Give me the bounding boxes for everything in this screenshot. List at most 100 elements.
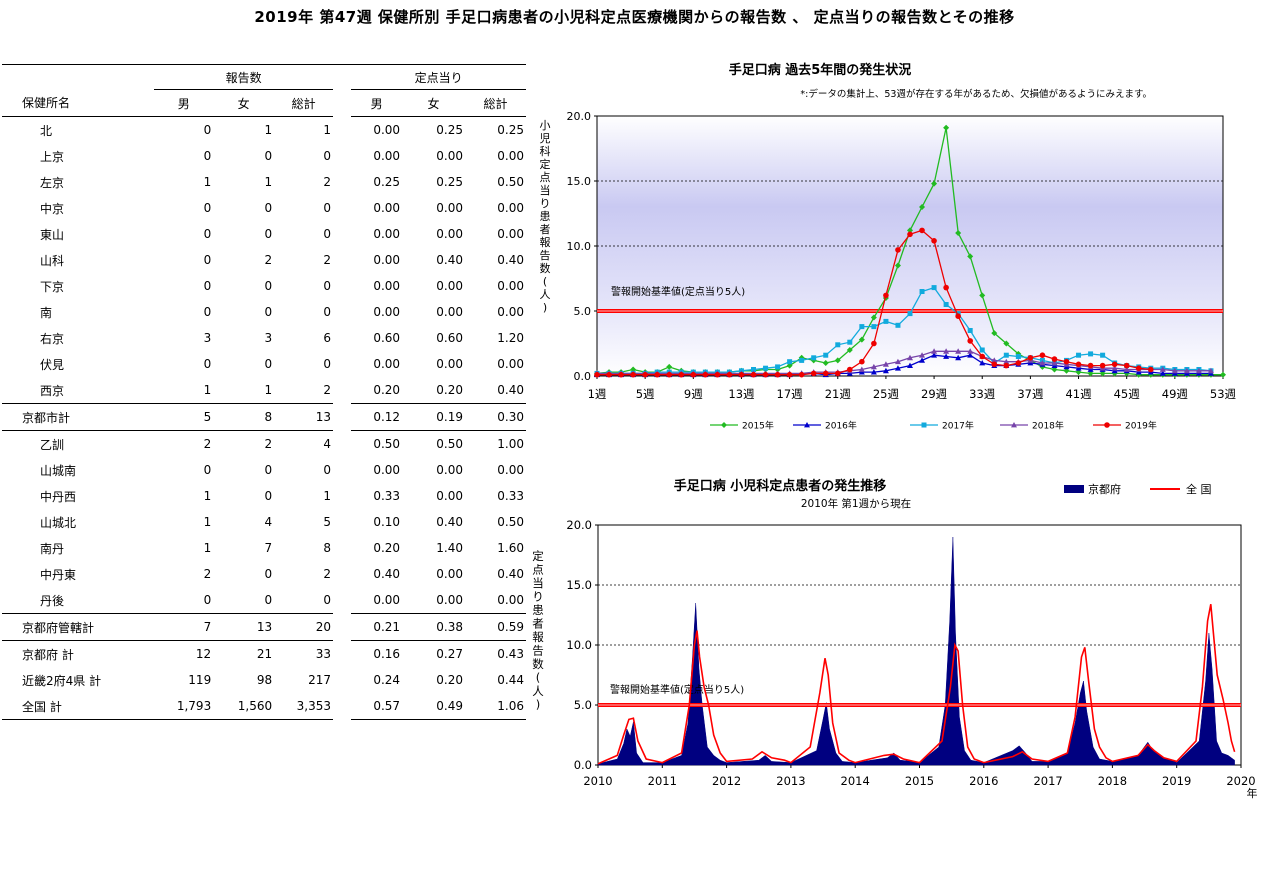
y-axis-label-char: 当 [540,183,551,197]
gap-cell [333,325,351,351]
cell-f: 0 [264,279,273,293]
x-tick-label: 45週 [1114,387,1141,401]
row-name: 丹後 [40,593,65,608]
table-header-row: 保健所名 男 女 総計 男 女 総計 [2,89,526,117]
row-name: 山科 [40,253,65,268]
legend-label: 2018年 [1032,420,1064,432]
data-point [859,358,865,365]
y-axis-label-char: り [532,590,544,604]
cell-pf: 0.00 [436,489,463,503]
y-axis-label-char: 報 [540,236,551,249]
data-point [967,352,974,358]
legend-label-kyoto: 京都府 [1088,482,1121,496]
cell-pt: 1.00 [497,437,524,451]
header-male: 男 [154,89,214,117]
header-total: 総計 [274,89,334,117]
cell-pf: 0.20 [436,673,463,687]
y-axis-label-char: 数 [540,262,551,275]
x-tick-label: 2014 [841,774,870,788]
cell-m: 0 [203,253,212,267]
gap-cell [333,247,351,273]
data-point [721,422,727,428]
gap-cell [333,587,351,614]
table-row: 全国 計 1,793 1,560 3,353 0.57 0.49 1.06 [2,693,526,720]
row-name: 右京 [40,331,65,346]
cell-pt: 0.00 [497,593,524,607]
table-row: 山城北 1 4 5 0.10 0.40 0.50 [2,509,526,535]
gap-cell [333,561,351,587]
threshold-label: 警報開始基準値(定点当り5人) [610,683,744,696]
cell-pt: 0.25 [497,123,524,137]
data-point [955,313,961,320]
y-tick-label: 5.0 [574,698,592,712]
chart-title: 手足口病 過去5年間の発生状況 [729,62,912,78]
cell-pt: 0.00 [497,357,524,371]
data-point [810,370,817,377]
data-point [979,353,986,360]
data-point [763,365,769,371]
y-axis-label-char: 告 [532,644,544,658]
y-axis-label-char: 報 [532,630,544,644]
series-2019年 [594,227,1154,378]
data-point [1171,367,1178,374]
gap-cell [333,614,351,641]
y-axis-label-char: 患 [532,603,544,617]
y-axis-label-char: 当 [532,576,544,590]
data-point [762,371,769,378]
table-row: 伏見 0 0 0 0.00 0.00 0.00 [2,351,526,377]
cell-pf: 0.20 [436,383,463,397]
data-point [919,204,926,210]
x-tick-label: 2011 [648,774,677,788]
header-per-total: 総計 [465,89,526,117]
data-point [870,363,877,370]
cell-pt: 0.50 [497,515,524,529]
data-point [1207,367,1214,374]
cell-f: 0 [264,489,273,503]
cell-t: 0 [323,357,332,371]
cell-pf: 0.40 [436,253,463,267]
cell-m: 1 [203,541,212,555]
data-point [1039,352,1046,359]
cell-pt: 1.06 [465,693,526,720]
data-point [943,124,950,131]
cell-pf: 0.00 [436,305,463,319]
x-tick-label: 2012 [712,774,741,788]
table-row: 山科 0 2 2 0.00 0.40 0.40 [2,247,526,273]
table-row: 西京 1 1 2 0.20 0.20 0.40 [2,377,526,404]
cell-pt: 0.44 [497,673,524,687]
data-point [787,359,793,365]
cell-pt: 0.40 [497,383,524,397]
cell-pf: 0.00 [436,593,463,607]
data-point [846,347,853,353]
series-line [597,286,1212,375]
data-point [895,322,901,328]
header-name: 保健所名 [2,89,155,117]
gap-cell [333,457,351,483]
data-point [799,357,805,363]
cell-pm: 0.00 [373,227,401,241]
data-point [811,355,817,361]
cell-m: 1 [203,515,212,529]
chart-title: 手足口病 小児科定点患者の発生推移 [674,478,887,494]
gap-cell [333,273,351,299]
data-point [931,285,937,291]
data-point [1104,422,1110,428]
cell-t: 1 [323,123,332,137]
cell-m: 7 [154,613,214,641]
data-point [907,231,913,238]
y-axis-label-char: ( [543,275,547,288]
cell-m: 1 [203,175,212,189]
cell-pm: 0.50 [373,437,401,451]
data-point [894,358,901,365]
table-row: 京都市計 5 8 13 0.12 0.19 0.30 [2,403,526,431]
row-name: 西京 [40,383,65,398]
data-point [1003,340,1010,347]
cell-pt: 0.33 [497,489,524,503]
data-point [1087,362,1094,369]
y-tick-label: 10.0 [566,638,592,652]
legend-swatch-kyoto [1064,485,1084,493]
cell-f: 13 [213,613,275,641]
data-point [919,357,926,363]
row-name: 京都府 計 [22,647,74,662]
cell-pt: 0.30 [465,403,526,431]
